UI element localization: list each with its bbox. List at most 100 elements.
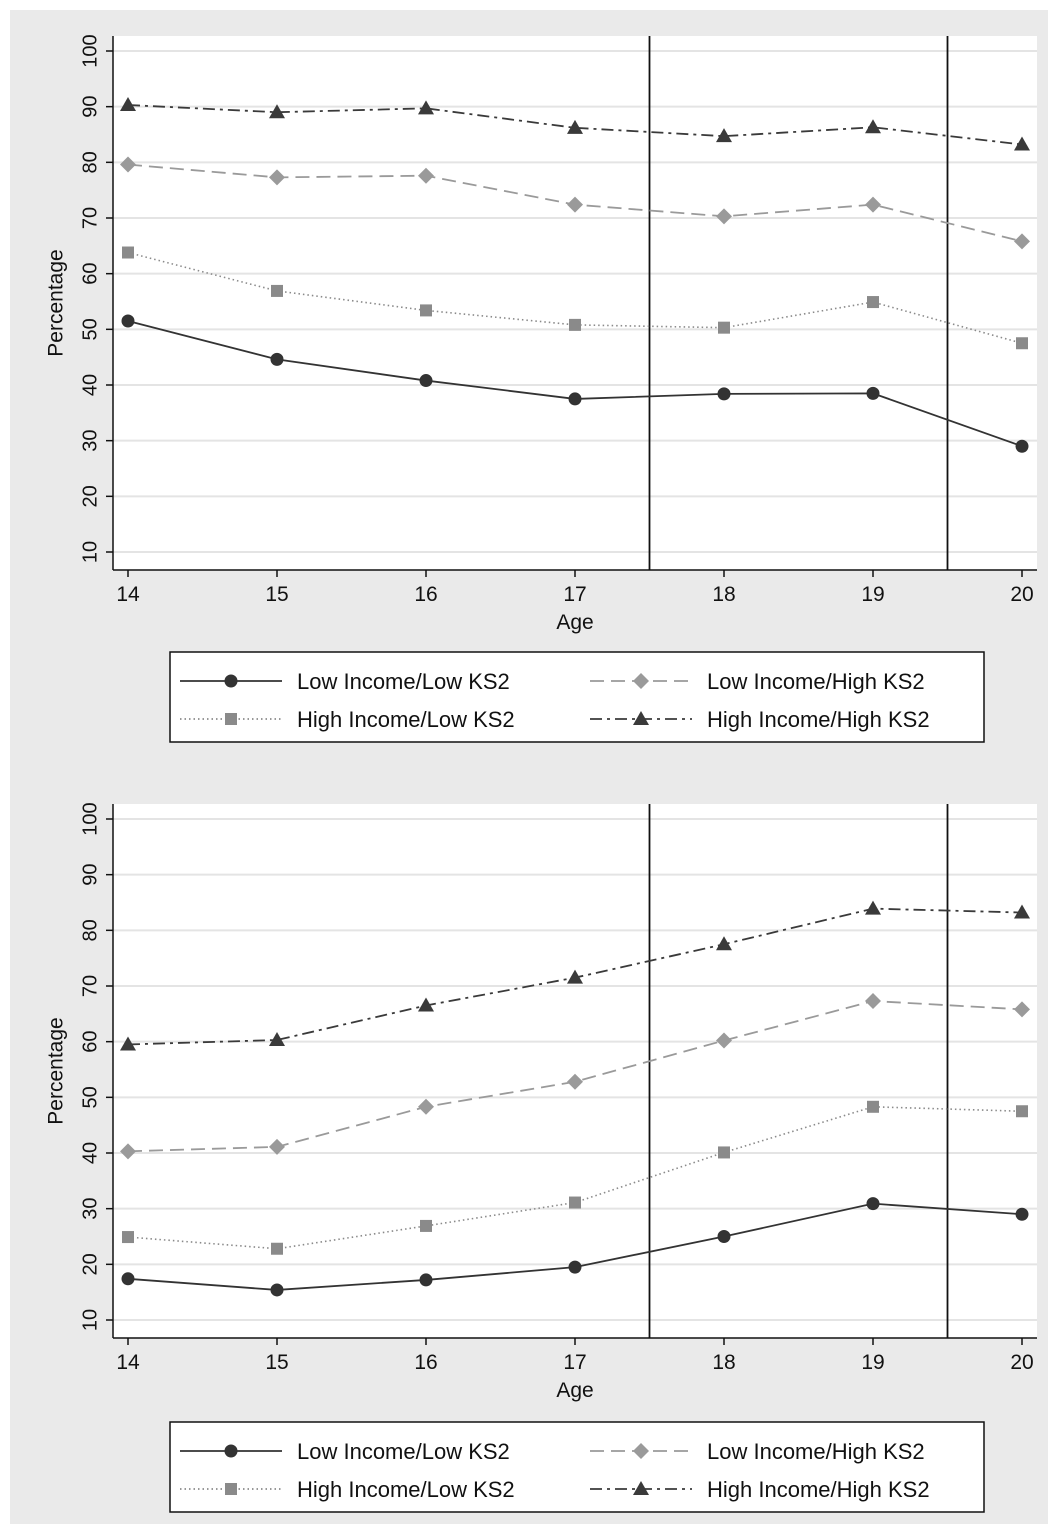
y-tick-label: 70 (79, 975, 101, 997)
x-axis-title: Age (556, 611, 593, 634)
data-point (120, 1143, 136, 1160)
series-4 (120, 900, 1030, 1051)
data-point (717, 1230, 731, 1243)
y-tick-label: 60 (79, 263, 101, 285)
legend-box (169, 1421, 985, 1513)
data-point (717, 387, 731, 401)
x-tick-label: 19 (861, 1351, 884, 1374)
y-tick-label: 40 (79, 1142, 101, 1164)
y-tick-label: 90 (79, 96, 101, 118)
data-point (269, 1031, 285, 1046)
x-axis-title: Age (556, 1379, 593, 1402)
x-tick-label: 18 (712, 583, 735, 606)
data-point (867, 1100, 879, 1113)
legend-label: High Income/High KS2 (707, 707, 930, 732)
data-point (270, 1283, 284, 1297)
data-point (1014, 1001, 1030, 1018)
plot-area (113, 804, 1037, 1338)
legend-marker (633, 673, 649, 689)
data-point (419, 1273, 433, 1287)
y-tick-label: 50 (79, 318, 101, 340)
legend-marker (633, 1481, 649, 1495)
data-point (122, 1231, 134, 1244)
legend: Low Income/Low KS2 Low Income/High KS2 Hig… (169, 651, 985, 743)
x-tick-label: 15 (265, 583, 288, 606)
data-point (718, 321, 730, 334)
legend-label: High Income/Low KS2 (297, 707, 515, 732)
y-axis-title: Percentage (45, 1017, 68, 1124)
data-point (420, 1219, 432, 1232)
x-tick-label: 15 (265, 1351, 288, 1374)
data-point (716, 1032, 732, 1049)
data-point (867, 296, 879, 309)
y-tick-label: 90 (79, 864, 101, 886)
data-point (568, 1260, 582, 1274)
legend-item-4: High Income/High KS2 (590, 707, 930, 732)
data-point (418, 997, 434, 1012)
data-point (271, 284, 283, 297)
data-point (716, 208, 732, 225)
y-tick-label: 50 (79, 1086, 101, 1108)
legend-item-2: Low Income/High KS2 (590, 669, 925, 694)
chart-2: 10 20 30 40 50 60 70 80 90 100 14 15 16 17 18 19 20 Age Pe… (45, 802, 1037, 1513)
data-point (1016, 337, 1028, 350)
x-tick-label: 17 (563, 583, 586, 606)
legend-marker (633, 1443, 649, 1459)
data-point (418, 167, 434, 184)
data-point (1014, 136, 1030, 151)
legend-label: Low Income/High KS2 (707, 669, 925, 694)
data-point (121, 1272, 135, 1286)
data-point (865, 119, 881, 134)
x-tick-label: 14 (116, 1351, 140, 1374)
series-3 (122, 246, 1028, 350)
legend-item-1: Low Income/Low KS2 (180, 669, 510, 694)
legend-marker (225, 713, 237, 725)
data-point (866, 386, 880, 400)
data-point (568, 392, 582, 406)
data-point (569, 1196, 581, 1209)
x-tick-label: 19 (861, 583, 884, 606)
legend-marker (224, 674, 238, 688)
y-tick-label: 100 (79, 802, 101, 835)
y-tick-label: 40 (79, 374, 101, 396)
series-4 (120, 96, 1030, 151)
legend-item-1: Low Income/Low KS2 (180, 1439, 510, 1464)
x-tick-label: 16 (414, 583, 437, 606)
x-tick-label: 20 (1010, 583, 1033, 606)
data-point (1016, 1105, 1028, 1118)
y-tick-label: 20 (79, 485, 101, 507)
legend-label: Low Income/Low KS2 (297, 669, 510, 694)
data-point (716, 936, 732, 951)
legend-marker (633, 711, 649, 725)
data-point (120, 156, 136, 173)
x-tick-label: 16 (414, 1351, 437, 1374)
y-tick-label: 80 (79, 919, 101, 941)
data-point (269, 169, 285, 186)
legend-label: Low Income/High KS2 (707, 1439, 925, 1464)
data-point (271, 1242, 283, 1255)
y-tick-label: 100 (79, 34, 101, 67)
data-point (1015, 1207, 1029, 1221)
y-tick-label: 80 (79, 151, 101, 173)
data-point (269, 104, 285, 119)
data-point (567, 969, 583, 984)
data-point (1014, 904, 1030, 919)
y-tick-label: 70 (79, 207, 101, 229)
data-point (865, 993, 881, 1010)
legend-label: High Income/Low KS2 (297, 1477, 515, 1502)
data-point (419, 374, 433, 388)
x-tick-label: 17 (563, 1351, 586, 1374)
data-point (569, 318, 581, 331)
legend-label: High Income/High KS2 (707, 1477, 930, 1502)
series-1 (121, 1197, 1029, 1297)
data-point (418, 1098, 434, 1115)
legend: Low Income/Low KS2 Low Income/High KS2 Hig… (169, 1421, 985, 1513)
legend-marker (224, 1444, 238, 1458)
data-point (1015, 439, 1029, 453)
legend-item-3: High Income/Low KS2 (180, 707, 515, 732)
data-point (567, 196, 583, 213)
series-1 (121, 314, 1029, 453)
y-tick-label: 20 (79, 1253, 101, 1275)
